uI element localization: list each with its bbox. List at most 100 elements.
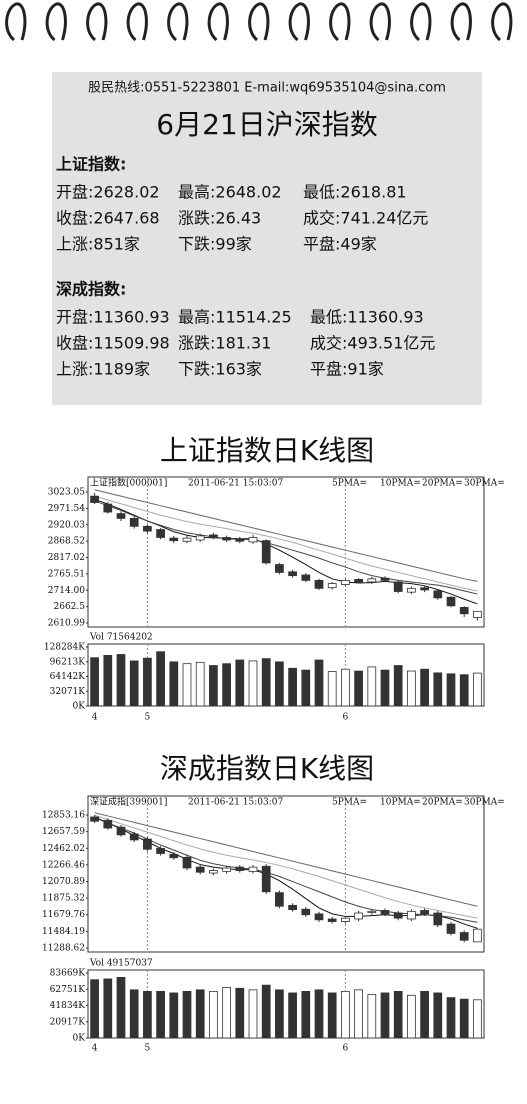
legend-entry: 5PMA=	[332, 479, 367, 489]
candle-body	[380, 577, 390, 581]
candle-body	[169, 853, 179, 859]
y-tick-label: 2817.02	[48, 553, 85, 563]
stat: 涨跌:26.43	[178, 209, 261, 228]
candle-body	[314, 913, 324, 921]
volume-bar	[341, 990, 350, 1039]
candle-body	[327, 918, 337, 922]
volume-bar	[195, 989, 205, 1039]
contact: 股民热线:0551-5223801 E-mail:wq69535104@sina…	[88, 81, 446, 96]
ma-line	[94, 495, 478, 592]
volume-bar	[261, 984, 271, 1039]
ma-line	[94, 489, 478, 582]
volume-bar	[90, 657, 99, 707]
volume-bar	[116, 654, 126, 707]
volume-bar	[459, 998, 469, 1039]
volume-bar	[275, 661, 284, 707]
v-tick-label: 64142K	[50, 672, 86, 682]
binding-ring	[86, 2, 108, 42]
v-tick-label: 20917K	[50, 1017, 86, 1027]
candle-body	[341, 579, 350, 585]
volume-bar	[393, 665, 403, 707]
candle-body	[327, 583, 337, 589]
stat: 下跌:163家	[178, 360, 262, 379]
volume-bar	[248, 989, 258, 1039]
volume-bar	[235, 659, 245, 707]
candle-body	[169, 537, 179, 542]
candle-body	[248, 866, 258, 872]
volume-bar	[103, 655, 113, 707]
y-tick-label: 2714.00	[48, 586, 85, 596]
candle-body	[90, 495, 99, 503]
chart-title: 上证指数日K线图	[160, 434, 374, 467]
volume-bar	[433, 992, 443, 1039]
x-tick-label: 5	[145, 713, 151, 723]
stat: 开盘:2628.02	[56, 183, 160, 202]
candle-body	[446, 923, 456, 934]
candle-body	[261, 865, 271, 893]
volume-bar	[90, 979, 99, 1039]
volume-bar	[446, 673, 456, 707]
y-tick-label: 12462.02	[42, 844, 85, 854]
volume-label: Vol 71564202	[89, 633, 153, 643]
y-tick-label: 12070.89	[42, 877, 85, 887]
candle-body	[393, 912, 403, 919]
volume-bar	[354, 670, 363, 707]
volume-bar	[446, 997, 456, 1039]
legend-entry: 20PMA=	[422, 479, 463, 489]
volume-bar	[288, 992, 297, 1039]
candle-body	[433, 590, 443, 599]
y-tick-label: 12853.16	[42, 811, 85, 821]
v-tick-label: 62751K	[50, 985, 86, 995]
y-tick-label: 11875.32	[42, 894, 85, 904]
volume-bar	[129, 989, 139, 1039]
v-tick-label: 128284K	[44, 643, 85, 653]
candle-body	[116, 513, 126, 519]
candle-body	[90, 816, 99, 822]
stat: 上涨:1189家	[56, 360, 150, 379]
candle-body	[182, 537, 192, 542]
stat: 最低:11360.93	[310, 308, 424, 327]
legend-entry: 10PMA=	[380, 479, 421, 489]
candle-body	[473, 928, 482, 943]
volume-bar	[367, 994, 377, 1039]
volume-bar	[367, 666, 377, 707]
candle-body	[248, 537, 258, 543]
legend-entry: 30PMA=	[464, 479, 505, 489]
volume-bar	[261, 658, 271, 707]
binding-ring	[167, 2, 189, 42]
x-tick-label: 6	[343, 713, 349, 723]
candle-body	[367, 578, 377, 583]
stat: 成交:493.51亿元	[310, 334, 435, 353]
candle-body	[380, 910, 390, 915]
x-tick-label: 4	[92, 713, 98, 723]
candle-body	[116, 826, 126, 836]
v-tick-label: 0K	[73, 1034, 86, 1044]
volume-bar	[169, 661, 179, 707]
binding-ring	[410, 2, 432, 42]
volume-bar	[301, 990, 311, 1039]
candle-body	[275, 892, 284, 907]
volume-bar	[235, 987, 245, 1039]
candle-body	[341, 917, 350, 922]
candle-body	[156, 848, 165, 854]
page-title: 6月21日沪深指数	[156, 108, 377, 141]
volume-bar	[182, 663, 192, 707]
candle-body	[129, 518, 139, 527]
y-tick-label: 11484.19	[42, 927, 85, 937]
volume-bar	[473, 999, 482, 1039]
volume-bar	[301, 669, 311, 707]
candle-body	[407, 587, 416, 593]
v-tick-label: 41834K	[50, 1001, 86, 1011]
datetime: 2011-06-21 15:03:07	[188, 798, 283, 808]
candle-body	[314, 579, 324, 589]
volume-bar	[407, 670, 416, 707]
y-tick-label: 2765.51	[48, 569, 85, 579]
volume-bar	[327, 992, 337, 1039]
volume-bar	[473, 672, 482, 707]
binding-ring	[5, 2, 27, 42]
volume-frame	[87, 643, 485, 707]
candle-body	[420, 587, 429, 591]
stat: 下跌:99家	[178, 235, 252, 254]
v-tick-label: 96213K	[50, 657, 86, 667]
